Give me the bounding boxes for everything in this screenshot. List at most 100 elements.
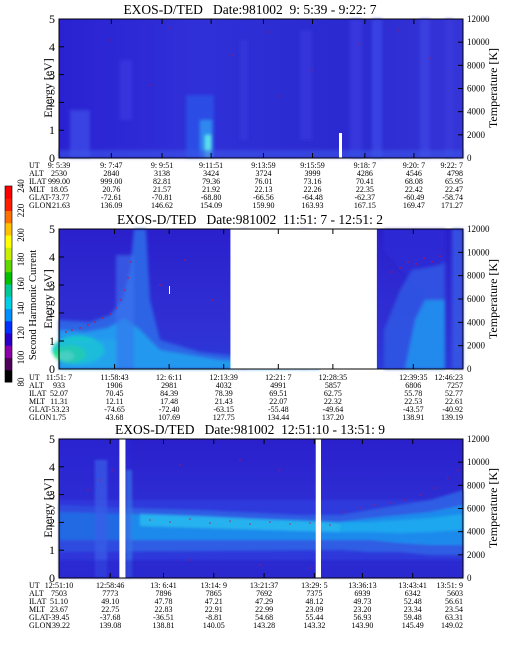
- table-cell: 69.51: [269, 389, 287, 398]
- colorbar-tick-label: 220: [16, 203, 26, 217]
- table-cell: 146.62: [151, 201, 173, 210]
- colorbar-tick-label: 80: [16, 377, 26, 387]
- y-tick-label: 2: [49, 95, 55, 109]
- y2-tick-label: 10000: [467, 37, 490, 47]
- y-tick-label: 0: [49, 571, 55, 585]
- table-cell: -73.77: [49, 193, 70, 202]
- table-row-label: GLON: [29, 201, 51, 210]
- table-cell: 12:13:39: [209, 373, 237, 382]
- colorbar-cell: [5, 296, 12, 309]
- y2-tick-label: 6000: [467, 294, 486, 304]
- table-cell: 9:13:59: [251, 161, 275, 170]
- y2-tick-label: 12000: [467, 224, 490, 234]
- table-cell: 79.36: [202, 177, 220, 186]
- table-cell: 22.07: [269, 397, 287, 406]
- panel-1-axis-ticks: 0 1 2 3 4 5 0 2000 4000 6000 8000 10000 12000: [49, 12, 490, 165]
- table-cell: 136.09: [100, 201, 122, 210]
- table-cell: 52.77: [445, 389, 463, 398]
- table-cell: 9: 5:39: [48, 161, 70, 170]
- table-cell: 7503: [51, 589, 67, 598]
- colorbar: 80 100 120 140 160 180 200 220 240 Second Harmon…: [4, 179, 39, 387]
- table-cell: 13: 6:41: [150, 581, 176, 590]
- panel-2: EXOS-D/TED Date:981002 11:51: 7 - 12:51:…: [29, 212, 500, 422]
- table-cell: 7375: [306, 589, 322, 598]
- y2-tick-label: 8000: [467, 60, 486, 70]
- table-row-label: GLAT: [29, 613, 50, 622]
- table-cell: 12:21: 7: [265, 373, 291, 382]
- y-tick-label: 4: [49, 40, 55, 54]
- table-cell: 21.43: [215, 397, 233, 406]
- panel-2-axis-ticks: 0 1 2 3 4 5 0 2000 4000 6000 8000 10000 12000: [49, 222, 490, 376]
- table-cell: 22.35: [356, 185, 374, 194]
- table-cell: 121.63: [48, 201, 70, 210]
- table-cell: 2530: [51, 169, 67, 178]
- table-cell: 7896: [156, 589, 172, 598]
- table-cell: -60.49: [404, 193, 425, 202]
- table-cell: 9: 7:47: [100, 161, 122, 170]
- table-cell: 13:51: 9: [437, 581, 463, 590]
- table-cell: 138.81: [153, 621, 175, 630]
- colorbar-cell: [5, 247, 12, 260]
- table-cell: 23.20: [353, 605, 371, 614]
- panel-3-y-label: Energy [eV]: [41, 478, 55, 537]
- y-tick-label: 3: [49, 488, 55, 502]
- table-row-label: ALT: [29, 381, 44, 390]
- table-cell: 12: 6:11: [156, 373, 182, 382]
- table-cell: -70.81: [152, 193, 173, 202]
- table-cell: 11.31: [50, 397, 68, 406]
- colorbar-tick-label: 240: [16, 179, 26, 193]
- table-cell: 127.75: [213, 413, 235, 422]
- colorbar-scale: [5, 186, 12, 383]
- table-cell: 2981: [161, 381, 177, 390]
- table-cell: -53.23: [49, 405, 70, 414]
- y2-tick-label: 0: [467, 573, 472, 583]
- table-cell: 6342: [405, 589, 421, 598]
- table-cell: 52.07: [50, 389, 68, 398]
- table-cell: 5857: [325, 381, 341, 390]
- panel-2-data-gaps: [230, 229, 483, 369]
- table-cell: 22.13: [254, 185, 272, 194]
- panel-1-plot-area: [58, 18, 464, 159]
- table-cell: 68.08: [405, 177, 423, 186]
- table-cell: 17.48: [160, 397, 178, 406]
- colorbar-tick-label: 140: [16, 301, 26, 315]
- table-cell: 23.34: [404, 605, 422, 614]
- table-cell: 143.90: [351, 621, 373, 630]
- table-cell: 70.41: [356, 177, 374, 186]
- table-cell: -55.48: [268, 405, 289, 414]
- table-cell: 12:28:35: [319, 373, 347, 382]
- table-cell: 84.39: [160, 389, 178, 398]
- table-cell: 6939: [354, 589, 370, 598]
- colorbar-cell: [5, 259, 12, 273]
- y-tick-label: 0: [49, 362, 55, 376]
- data-gap: [476, 229, 483, 369]
- colorbar-tick-label: 200: [16, 228, 26, 242]
- table-cell: 22.61: [445, 397, 463, 406]
- panel-3-orbit-table: UTALTILATMLTGLATGLON12:51:10750351.1023.…: [29, 581, 463, 630]
- colorbar-label: Second Harmonic Current: [28, 250, 39, 360]
- table-cell: 9:18: 7: [354, 161, 376, 170]
- table-cell: 51.10: [50, 597, 68, 606]
- table-cell: 4032: [216, 381, 232, 390]
- table-cell: -64.48: [302, 193, 323, 202]
- table-cell: -63.15: [213, 405, 234, 414]
- table-cell: 18.05: [50, 185, 68, 194]
- panel-3: EXOS-D/TED Date:981002 12:51:10 - 13:51:…: [29, 422, 500, 630]
- table-cell: 999.00: [48, 177, 70, 186]
- table-cell: 76.01: [254, 177, 272, 186]
- table-cell: 22.83: [155, 605, 173, 614]
- panel-3-title: EXOS-D/TED Date:981002 12:51:10 - 13:51:…: [115, 422, 385, 437]
- panel-3-plot-area: [58, 438, 464, 579]
- table-cell: 4798: [447, 169, 463, 178]
- table-cell: 143.32: [303, 621, 325, 630]
- table-cell: 73.16: [304, 177, 322, 186]
- table-cell: -37.68: [100, 613, 121, 622]
- table-cell: 1906: [107, 381, 123, 390]
- table-cell: 12:58:46: [96, 581, 124, 590]
- table-row-label: UT: [29, 581, 40, 590]
- table-cell: 22.42: [405, 185, 423, 194]
- table-cell: -62.37: [355, 193, 376, 202]
- table-cell: 65.95: [445, 177, 463, 186]
